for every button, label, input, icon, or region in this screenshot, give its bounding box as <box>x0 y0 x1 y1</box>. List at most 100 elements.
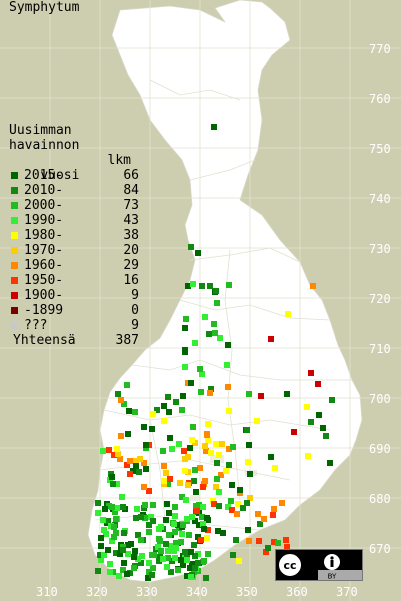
observation-square <box>247 495 253 501</box>
observation-square <box>183 316 189 322</box>
observation-square <box>107 561 113 567</box>
observation-square <box>213 441 219 447</box>
observation-square <box>109 538 115 544</box>
legend-swatch <box>11 307 18 314</box>
legend-item: 1960- 29 <box>9 258 139 273</box>
observation-square <box>198 537 204 543</box>
legend-item: 2015- 66 <box>9 168 139 183</box>
legend-header-row: vuosi lkm <box>9 153 131 183</box>
observation-square <box>247 471 253 477</box>
observation-square <box>113 550 119 556</box>
observation-square <box>192 553 198 559</box>
observation-square <box>192 518 198 524</box>
observation-square <box>161 403 167 409</box>
observation-square <box>230 552 236 558</box>
observation-square <box>184 516 190 522</box>
observation-square <box>175 567 181 573</box>
observation-square <box>178 557 184 563</box>
legend-item-count: 0 <box>131 303 139 318</box>
observation-square <box>271 539 277 545</box>
observation-square <box>188 244 194 250</box>
y-grid-label: 720 <box>369 292 391 306</box>
observation-square <box>133 515 139 521</box>
observation-square <box>225 342 231 348</box>
observation-square <box>120 504 126 510</box>
observation-square <box>275 540 281 546</box>
observation-square <box>149 426 155 432</box>
observation-square <box>205 527 211 533</box>
observation-square <box>120 567 126 573</box>
observation-square <box>188 549 194 555</box>
observation-square <box>203 448 209 454</box>
legend-swatch <box>11 232 18 239</box>
observation-square <box>216 489 222 495</box>
observation-square <box>180 522 186 528</box>
legend-item-label: 1960- <box>24 258 64 273</box>
observation-square <box>146 522 152 528</box>
legend-swatch <box>11 277 18 284</box>
observation-square <box>185 454 191 460</box>
observation-square <box>182 347 188 353</box>
observation-square <box>165 394 171 400</box>
legend-item: -1899 0 <box>9 303 139 318</box>
observation-square <box>169 446 175 452</box>
observation-square <box>192 467 198 473</box>
observation-square <box>113 516 119 522</box>
observation-square <box>263 549 269 555</box>
svg-text:BY: BY <box>328 573 337 581</box>
observation-square <box>211 124 217 130</box>
observation-square <box>133 463 139 469</box>
y-grid-label: 760 <box>369 92 391 106</box>
observation-square <box>213 288 219 294</box>
observation-square <box>223 468 229 474</box>
legend-item-label: ??? <box>24 318 48 333</box>
observation-square <box>132 409 138 415</box>
observation-square <box>117 456 123 462</box>
observation-square <box>201 558 207 564</box>
observation-square <box>185 283 191 289</box>
observation-square <box>214 476 220 482</box>
observation-square <box>214 300 220 306</box>
observation-square <box>212 330 218 336</box>
observation-square <box>181 448 187 454</box>
observation-square <box>135 532 141 538</box>
x-grid-label: 350 <box>236 585 258 599</box>
cc-by-icon: cc BY <box>275 549 363 581</box>
observation-square <box>268 454 274 460</box>
observation-square <box>119 494 125 500</box>
legend-item: 1900- 9 <box>9 288 139 303</box>
observation-square <box>149 552 155 558</box>
observation-square <box>204 515 210 521</box>
observation-square <box>161 418 167 424</box>
legend-item-count: 16 <box>123 273 139 288</box>
observation-square <box>193 503 199 509</box>
observation-square <box>163 517 169 523</box>
observation-square <box>255 511 261 517</box>
observation-square <box>161 478 167 484</box>
observation-square <box>184 557 190 563</box>
legend-item: 1980- 38 <box>9 228 139 243</box>
observation-square <box>100 448 106 454</box>
observation-square <box>310 283 316 289</box>
observation-square <box>189 561 195 567</box>
observation-square <box>98 535 104 541</box>
observation-square <box>136 469 142 475</box>
observation-square <box>285 311 291 317</box>
legend-header-2: havainnon <box>9 138 80 153</box>
observation-square <box>128 541 134 547</box>
observation-square <box>230 444 236 450</box>
legend-swatch <box>11 217 18 224</box>
observation-square <box>150 565 156 571</box>
observation-points <box>95 124 335 581</box>
observation-square <box>107 569 113 575</box>
observation-square <box>111 534 117 540</box>
observation-square <box>316 412 322 418</box>
observation-square <box>179 494 185 500</box>
observation-square <box>165 481 171 487</box>
observation-square <box>177 480 183 486</box>
observation-square <box>110 481 116 487</box>
observation-square <box>112 509 118 515</box>
observation-square <box>308 370 314 376</box>
observation-square <box>114 505 120 511</box>
observation-square <box>115 391 121 397</box>
